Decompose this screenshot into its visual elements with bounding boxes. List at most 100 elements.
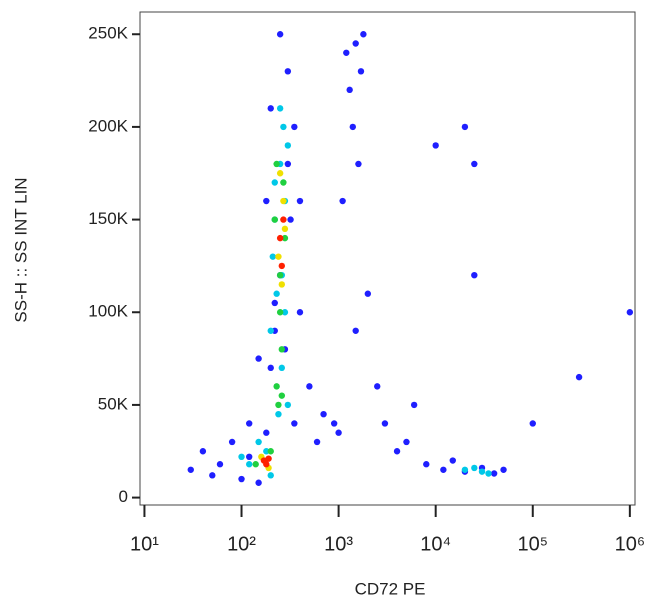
- point: [349, 123, 356, 131]
- point: [276, 271, 284, 279]
- point: [626, 309, 634, 316]
- point: [381, 420, 389, 427]
- y-tick-label: 150K: [88, 209, 128, 228]
- point: [278, 281, 286, 288]
- point: [276, 170, 284, 177]
- x-tick-label: 10⁶: [615, 533, 645, 555]
- point: [461, 466, 469, 473]
- point: [284, 401, 292, 409]
- point: [296, 309, 304, 316]
- y-tick-label: 100K: [88, 302, 128, 321]
- point: [273, 383, 280, 390]
- point: [432, 142, 439, 149]
- point: [352, 40, 359, 47]
- point: [278, 392, 286, 399]
- point: [291, 123, 298, 131]
- x-tick-label: 10⁴: [420, 533, 451, 555]
- point: [278, 346, 286, 353]
- point: [216, 461, 224, 468]
- point: [410, 401, 418, 409]
- point: [281, 234, 289, 242]
- x-tick-label: 10⁵: [517, 533, 548, 555]
- point: [275, 253, 282, 260]
- point: [275, 401, 282, 409]
- y-tick-label: 200K: [88, 116, 128, 135]
- point: [291, 420, 298, 427]
- point: [343, 49, 350, 56]
- point: [263, 461, 270, 468]
- y-tick-label: 0: [119, 487, 128, 506]
- point: [271, 216, 278, 223]
- point: [461, 123, 469, 131]
- point: [284, 160, 292, 168]
- point: [500, 466, 507, 473]
- point: [278, 364, 286, 372]
- point: [575, 373, 583, 381]
- point: [275, 410, 282, 418]
- point: [273, 290, 280, 297]
- point: [255, 355, 262, 362]
- x-tick-label: 10¹: [130, 533, 159, 555]
- y-tick-label: 50K: [98, 394, 129, 413]
- point: [471, 271, 478, 279]
- plot-frame: [139, 11, 636, 506]
- point: [364, 290, 372, 297]
- point: [278, 262, 286, 270]
- point: [228, 438, 236, 446]
- point: [267, 327, 274, 334]
- point: [449, 457, 456, 464]
- point: [263, 197, 270, 205]
- point: [280, 123, 287, 131]
- point: [346, 86, 353, 94]
- point: [284, 142, 292, 149]
- point: [529, 420, 536, 427]
- point: [330, 420, 338, 427]
- point: [269, 253, 277, 260]
- y-axis-label: SS-H :: SS INT LIN: [11, 177, 30, 322]
- point: [276, 309, 284, 316]
- point: [485, 470, 492, 477]
- point: [313, 438, 321, 446]
- point: [276, 234, 284, 242]
- point: [246, 461, 253, 468]
- point: [271, 179, 278, 186]
- x-axis-label: CD72 PE: [355, 579, 426, 598]
- point: [209, 472, 216, 479]
- point: [355, 160, 362, 168]
- point: [199, 448, 207, 455]
- point: [360, 31, 367, 38]
- point: [352, 327, 359, 334]
- point: [403, 438, 410, 446]
- point: [267, 105, 274, 112]
- point: [281, 225, 289, 233]
- x-tick-label: 10³: [324, 533, 353, 555]
- point: [238, 453, 245, 461]
- point: [335, 429, 342, 436]
- point: [280, 179, 287, 186]
- point: [296, 197, 304, 205]
- point: [276, 31, 284, 38]
- point: [280, 216, 287, 223]
- x-tick-label: 10²: [227, 533, 256, 555]
- point: [281, 309, 289, 316]
- y-tick-label: 250K: [88, 24, 128, 43]
- point: [357, 68, 365, 75]
- point: [320, 410, 327, 418]
- point: [246, 420, 253, 427]
- point: [276, 105, 284, 112]
- point: [374, 383, 381, 390]
- point: [440, 466, 447, 473]
- point: [255, 479, 262, 486]
- point: [246, 453, 253, 461]
- point: [478, 468, 486, 475]
- point: [265, 455, 272, 462]
- point: [273, 160, 280, 168]
- point: [490, 470, 498, 477]
- point: [238, 475, 245, 483]
- point: [267, 364, 274, 372]
- point: [267, 448, 274, 455]
- point: [306, 383, 313, 390]
- point: [271, 299, 278, 307]
- point: [187, 466, 194, 473]
